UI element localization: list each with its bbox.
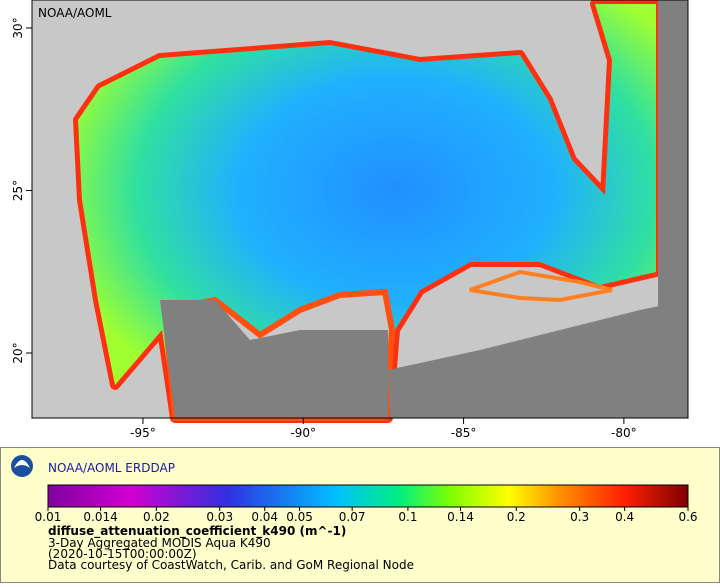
y-tick-label: 30°	[11, 17, 25, 38]
x-tick-label: -95°	[130, 426, 156, 440]
cuba	[469, 269, 613, 303]
x-tick-label: -80°	[611, 426, 637, 440]
map: NOAA/AOML	[31, 0, 689, 423]
colorbar-tick-label: 0.05	[286, 510, 313, 524]
colorbar-tick-label: 0.04	[251, 510, 278, 524]
x-tick-label: -90°	[290, 426, 316, 440]
y-tick-label: 20°	[11, 342, 25, 363]
colorbar-tick-label: 0.014	[83, 510, 117, 524]
colorbar	[47, 484, 689, 508]
legend-title: NOAA/AOML ERDDAP	[48, 461, 175, 475]
colorbar-tick-label: 0.6	[678, 510, 697, 524]
colorbar-tick-label: 0.2	[507, 510, 526, 524]
colorbar-tick-label: 0.02	[143, 510, 170, 524]
map-frame	[31, 0, 689, 419]
colorbar-tick-label: 0.3	[570, 510, 589, 524]
colorbar-tick-label: 0.07	[339, 510, 366, 524]
no-data	[160, 300, 388, 418]
colorbar-tick-label: 0.03	[206, 510, 233, 524]
no-data	[388, 300, 688, 418]
colorbar-tick-label: 0.4	[615, 510, 634, 524]
logo	[11, 455, 33, 477]
variable-name: diffuse_attenuation_coefficient_k490 (m^…	[48, 524, 346, 539]
description: (2020-10-15T00:00:00Z)	[48, 547, 197, 561]
logo-bird	[14, 460, 30, 468]
colorbar-tick-label: 0.14	[447, 510, 474, 524]
description: 3-Day Aggregated MODIS Aqua K490	[48, 536, 271, 550]
watermark: NOAA/AOML	[38, 6, 112, 20]
description: Data courtesy of CoastWatch, Carib. and …	[48, 558, 414, 572]
colorbar-tick-label: 0.01	[35, 510, 62, 524]
y-tick-label: 25°	[11, 180, 25, 201]
x-tick-label: -85°	[451, 426, 477, 440]
colorbar-tick-label: 0.1	[398, 510, 417, 524]
